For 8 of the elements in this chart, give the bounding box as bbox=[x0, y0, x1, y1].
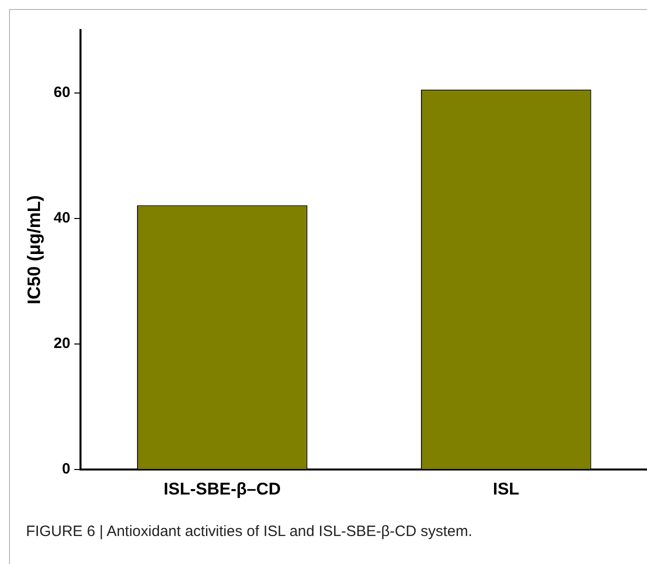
x-tick-label: ISL-SBE-β–CD bbox=[164, 479, 281, 498]
y-tick-label: 40 bbox=[54, 210, 70, 227]
x-tick-label: ISL bbox=[492, 479, 520, 498]
caption: FIGURE 6 | Antioxidant activities of ISL and ISL-SBE-β-CD system. bbox=[26, 523, 472, 540]
y-tick-label: 60 bbox=[54, 84, 70, 101]
y-tick-label: 20 bbox=[54, 335, 70, 352]
y-axis-title: IC50 (μg/mL) bbox=[24, 195, 44, 304]
y-tick-label: 0 bbox=[62, 460, 70, 478]
